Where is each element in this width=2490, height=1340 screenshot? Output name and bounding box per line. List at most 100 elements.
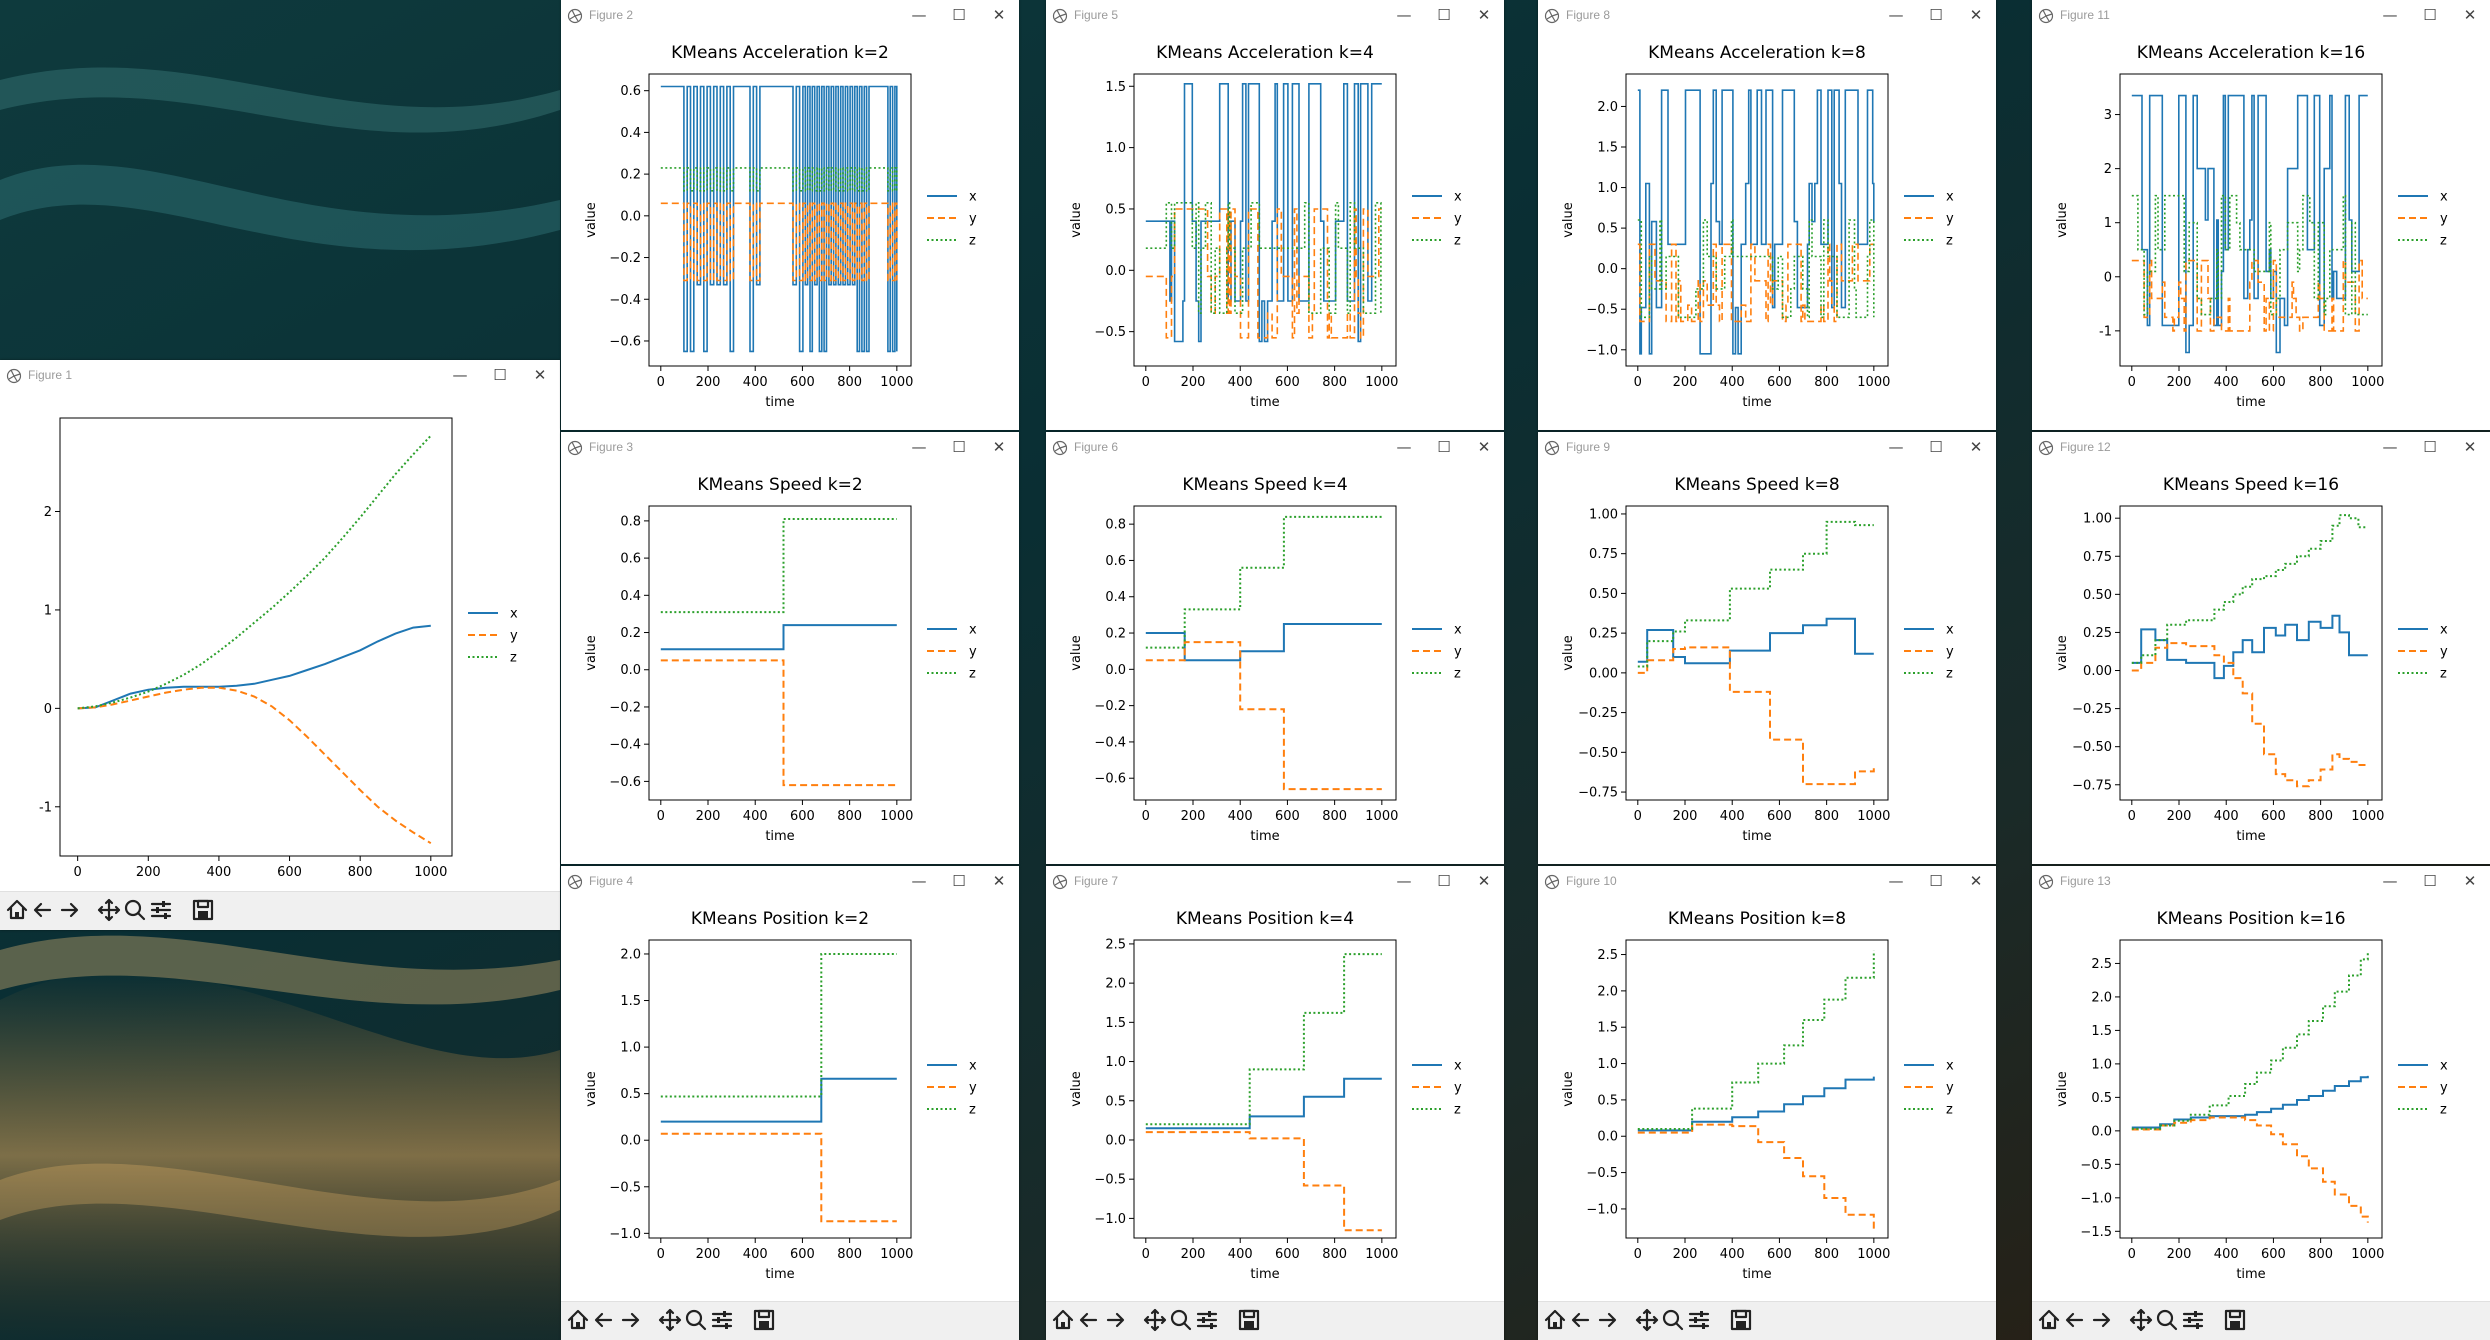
figure-window-8[interactable]: Figure 8 — ☐ ✕ KMeans Acceleration k=8 0 200 40… xyxy=(1538,0,1996,430)
maximize-button[interactable]: ☐ xyxy=(493,366,507,384)
close-button[interactable]: ✕ xyxy=(2463,438,2477,456)
window-titlebar[interactable]: Figure 3 — ☐ ✕ xyxy=(561,432,1019,462)
maximize-button[interactable]: ☐ xyxy=(2423,872,2437,890)
forward-icon[interactable] xyxy=(1594,1307,1620,1333)
back-icon[interactable] xyxy=(591,1307,617,1333)
figure-canvas[interactable]: KMeans Speed k=8 0 200 400 600 800 1000 −0.75 −0… xyxy=(1538,462,1996,864)
figure-window-1[interactable]: Figure 1 — ☐ ✕ 0 200 400 600 800 1000 -1 0 1 2 x y z xyxy=(0,360,560,930)
figure-canvas[interactable]: KMeans Acceleration k=4 0 200 400 600 800 1000… xyxy=(1046,30,1504,430)
back-icon[interactable] xyxy=(1076,1307,1102,1333)
forward-icon[interactable] xyxy=(1102,1307,1128,1333)
figure-window-13[interactable]: Figure 13 — ☐ ✕ KMeans Position k=16 0 200 400 6… xyxy=(2032,866,2490,1340)
forward-icon[interactable] xyxy=(617,1307,643,1333)
figure-canvas[interactable]: 0 200 400 600 800 1000 -1 0 1 2 xyz xyxy=(0,390,560,892)
minimize-button[interactable]: — xyxy=(911,6,927,24)
zoom-icon[interactable] xyxy=(683,1307,709,1333)
maximize-button[interactable]: ☐ xyxy=(1437,438,1451,456)
back-icon[interactable] xyxy=(2062,1307,2088,1333)
window-titlebar[interactable]: Figure 9 — ☐ ✕ xyxy=(1538,432,1996,462)
maximize-button[interactable]: ☐ xyxy=(2423,6,2437,24)
zoom-icon[interactable] xyxy=(1168,1307,1194,1333)
figure-canvas[interactable]: KMeans Speed k=16 0 200 400 600 800 1000 −0.75 −… xyxy=(2032,462,2490,864)
figure-window-5[interactable]: Figure 5 — ☐ ✕ KMeans Acceleration k=4 0 200 40… xyxy=(1046,0,1504,430)
close-button[interactable]: ✕ xyxy=(2463,6,2477,24)
figure-window-7[interactable]: Figure 7 — ☐ ✕ KMeans Position k=4 0 200 400 600… xyxy=(1046,866,1504,1340)
figure-canvas[interactable]: KMeans Position k=4 0 200 400 600 800 1000 −1.0… xyxy=(1046,896,1504,1302)
back-icon[interactable] xyxy=(30,897,56,923)
figure-canvas[interactable]: KMeans Position k=2 0 200 400 600 800 1000 −1.0… xyxy=(561,896,1019,1302)
zoom-icon[interactable] xyxy=(122,897,148,923)
minimize-button[interactable]: — xyxy=(911,872,927,890)
minimize-button[interactable]: — xyxy=(2382,6,2398,24)
minimize-button[interactable]: — xyxy=(1396,6,1412,24)
configure-icon[interactable] xyxy=(1194,1307,1220,1333)
figure-window-9[interactable]: Figure 9 — ☐ ✕ KMeans Speed k=8 0 200 400 600 800… xyxy=(1538,432,1996,864)
maximize-button[interactable]: ☐ xyxy=(1929,6,1943,24)
home-icon[interactable] xyxy=(565,1307,591,1333)
close-button[interactable]: ✕ xyxy=(1969,6,1983,24)
save-icon[interactable] xyxy=(1236,1307,1262,1333)
maximize-button[interactable]: ☐ xyxy=(952,6,966,24)
window-titlebar[interactable]: Figure 7 — ☐ ✕ xyxy=(1046,866,1504,896)
zoom-icon[interactable] xyxy=(2154,1307,2180,1333)
close-button[interactable]: ✕ xyxy=(533,366,547,384)
home-icon[interactable] xyxy=(1542,1307,1568,1333)
window-titlebar[interactable]: Figure 2 — ☐ ✕ xyxy=(561,0,1019,30)
back-icon[interactable] xyxy=(1568,1307,1594,1333)
pan-icon[interactable] xyxy=(1142,1307,1168,1333)
figure-canvas[interactable]: KMeans Speed k=4 0 200 400 600 800 1000 −0.6 −0.… xyxy=(1046,462,1504,864)
configure-icon[interactable] xyxy=(1686,1307,1712,1333)
window-titlebar[interactable]: Figure 4 — ☐ ✕ xyxy=(561,866,1019,896)
window-titlebar[interactable]: Figure 10 — ☐ ✕ xyxy=(1538,866,1996,896)
window-titlebar[interactable]: Figure 8 — ☐ ✕ xyxy=(1538,0,1996,30)
close-button[interactable]: ✕ xyxy=(1477,872,1491,890)
close-button[interactable]: ✕ xyxy=(992,438,1006,456)
close-button[interactable]: ✕ xyxy=(1969,438,1983,456)
minimize-button[interactable]: — xyxy=(1396,438,1412,456)
close-button[interactable]: ✕ xyxy=(1969,872,1983,890)
figure-canvas[interactable]: KMeans Position k=16 0 200 400 600 800 1000 −1.… xyxy=(2032,896,2490,1302)
minimize-button[interactable]: — xyxy=(1888,6,1904,24)
save-icon[interactable] xyxy=(190,897,216,923)
figure-canvas[interactable]: KMeans Acceleration k=16 0 200 400 600 800 100… xyxy=(2032,30,2490,430)
figure-window-2[interactable]: Figure 2 — ☐ ✕ KMeans Acceleration k=2 0 200 40… xyxy=(561,0,1019,430)
zoom-icon[interactable] xyxy=(1660,1307,1686,1333)
window-titlebar[interactable]: Figure 13 — ☐ ✕ xyxy=(2032,866,2490,896)
minimize-button[interactable]: — xyxy=(2382,872,2398,890)
pan-icon[interactable] xyxy=(96,897,122,923)
home-icon[interactable] xyxy=(1050,1307,1076,1333)
minimize-button[interactable]: — xyxy=(911,438,927,456)
figure-window-12[interactable]: Figure 12 — ☐ ✕ KMeans Speed k=16 0 200 400 600 8… xyxy=(2032,432,2490,864)
forward-icon[interactable] xyxy=(2088,1307,2114,1333)
minimize-button[interactable]: — xyxy=(2382,438,2398,456)
window-titlebar[interactable]: Figure 12 — ☐ ✕ xyxy=(2032,432,2490,462)
configure-icon[interactable] xyxy=(709,1307,735,1333)
figure-canvas[interactable]: KMeans Acceleration k=8 0 200 400 600 800 1000… xyxy=(1538,30,1996,430)
save-icon[interactable] xyxy=(751,1307,777,1333)
configure-icon[interactable] xyxy=(2180,1307,2206,1333)
minimize-button[interactable]: — xyxy=(1888,438,1904,456)
figure-window-6[interactable]: Figure 6 — ☐ ✕ KMeans Speed k=4 0 200 400 600 800… xyxy=(1046,432,1504,864)
pan-icon[interactable] xyxy=(1634,1307,1660,1333)
close-button[interactable]: ✕ xyxy=(1477,6,1491,24)
maximize-button[interactable]: ☐ xyxy=(2423,438,2437,456)
minimize-button[interactable]: — xyxy=(452,366,468,384)
figure-canvas[interactable]: KMeans Position k=8 0 200 400 600 800 1000 −1.0… xyxy=(1538,896,1996,1302)
figure-canvas[interactable]: KMeans Speed k=2 0 200 400 600 800 1000 −0.6 −0.… xyxy=(561,462,1019,864)
minimize-button[interactable]: — xyxy=(1888,872,1904,890)
save-icon[interactable] xyxy=(2222,1307,2248,1333)
maximize-button[interactable]: ☐ xyxy=(1437,872,1451,890)
close-button[interactable]: ✕ xyxy=(1477,438,1491,456)
close-button[interactable]: ✕ xyxy=(992,6,1006,24)
window-titlebar[interactable]: Figure 6 — ☐ ✕ xyxy=(1046,432,1504,462)
pan-icon[interactable] xyxy=(657,1307,683,1333)
forward-icon[interactable] xyxy=(56,897,82,923)
minimize-button[interactable]: — xyxy=(1396,872,1412,890)
window-titlebar[interactable]: Figure 11 — ☐ ✕ xyxy=(2032,0,2490,30)
figure-canvas[interactable]: KMeans Acceleration k=2 0 200 400 600 800 1000… xyxy=(561,30,1019,430)
figure-window-3[interactable]: Figure 3 — ☐ ✕ KMeans Speed k=2 0 200 400 600 800… xyxy=(561,432,1019,864)
pan-icon[interactable] xyxy=(2128,1307,2154,1333)
home-icon[interactable] xyxy=(2036,1307,2062,1333)
maximize-button[interactable]: ☐ xyxy=(1929,872,1943,890)
save-icon[interactable] xyxy=(1728,1307,1754,1333)
